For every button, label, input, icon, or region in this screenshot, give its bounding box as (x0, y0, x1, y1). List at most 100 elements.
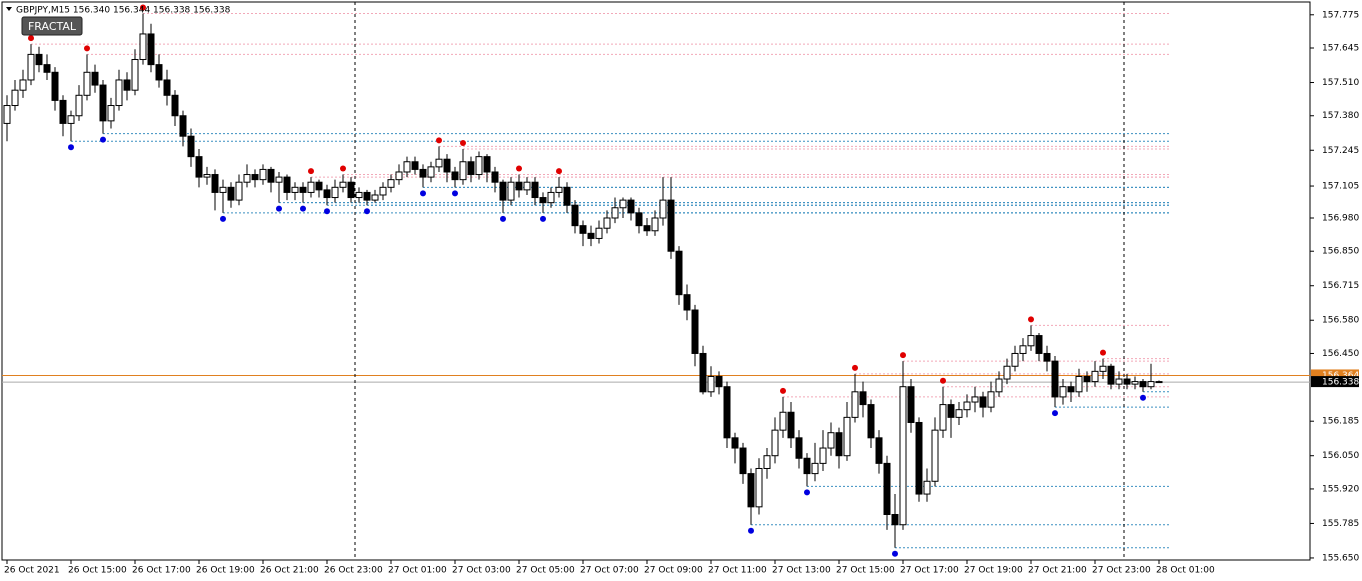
fractal-up (460, 139, 466, 146)
indicator-label[interactable]: FRACTAL (28, 20, 77, 33)
x-tick-label: 27 Oct 21:00 (1028, 566, 1087, 576)
candle-body (179, 115, 187, 137)
ask-label: 156.364 (1322, 371, 1359, 381)
y-tick-label: 156.050 (1322, 451, 1359, 461)
candle-body (963, 401, 971, 411)
fractal-up (28, 35, 34, 42)
candle-body (699, 352, 707, 393)
candle-body (1131, 381, 1139, 385)
candle-body (667, 199, 675, 252)
candle-body (955, 409, 963, 418)
candle-body (355, 191, 363, 199)
candle-body (651, 217, 659, 232)
candle-body (1051, 360, 1059, 398)
x-tick-label: 27 Oct 11:00 (708, 566, 767, 576)
candle-body (459, 161, 467, 181)
candle-body (307, 181, 315, 193)
candle-body (235, 181, 243, 201)
candle-body (1067, 386, 1075, 393)
candle-body (923, 480, 931, 495)
candle-body (83, 71, 91, 96)
fractal-down (500, 215, 506, 222)
candle-body (59, 99, 67, 124)
candle-body (1019, 345, 1027, 354)
indicator-button[interactable] (21, 16, 83, 36)
candle-body (1155, 381, 1163, 384)
x-tick-label: 27 Oct 01:00 (388, 566, 447, 576)
candle-body (1035, 335, 1043, 354)
candle-body (891, 514, 899, 526)
candle-body (315, 181, 323, 191)
fractal-down (100, 136, 106, 143)
candle-body (627, 199, 635, 214)
candle-body (883, 462, 891, 516)
candle-body (3, 105, 11, 124)
candle-body (595, 227, 603, 239)
x-tick-label: 26 Oct 15:00 (68, 566, 127, 576)
fractal-down (892, 550, 898, 557)
candle-body (531, 181, 539, 199)
candle-body (75, 94, 83, 117)
candle-body (715, 375, 723, 388)
x-tick-label: 26 Oct 21:00 (260, 566, 319, 576)
fractal-down (300, 205, 306, 212)
ask-tag (1311, 369, 1359, 381)
candle-body (571, 204, 579, 227)
fractal-up (940, 377, 946, 384)
candle-body (547, 191, 555, 204)
candle-body (931, 429, 939, 482)
candle-body (907, 386, 915, 423)
candle-body (1075, 375, 1083, 393)
candle-body (971, 396, 979, 403)
candle-body (899, 386, 907, 526)
candle-body (43, 64, 51, 73)
fractal-up (84, 45, 90, 52)
x-tick-label: 27 Oct 09:00 (644, 566, 703, 576)
candle-body (411, 161, 419, 170)
x-tick-label: 26 Oct 17:00 (132, 566, 191, 576)
candle-body (1003, 365, 1011, 380)
candle-body (91, 71, 99, 86)
candle-body (387, 179, 395, 188)
candle-body (211, 174, 219, 193)
candle-body (259, 168, 267, 181)
candle-body (291, 186, 299, 193)
candle-body (915, 421, 923, 495)
candle-body (395, 171, 403, 181)
candle-body (795, 437, 803, 459)
candle-body (451, 171, 459, 181)
candle-body (563, 186, 571, 206)
candle-body (267, 168, 275, 183)
plot-layer (2, 4, 1310, 557)
candle-body (499, 181, 507, 201)
candle-body (675, 250, 683, 296)
x-tick-label: 26 Oct 19:00 (196, 566, 255, 576)
bid-label: 156.338 (1322, 378, 1359, 388)
candle-body (331, 186, 339, 199)
y-tick-label: 155.650 (1322, 553, 1359, 563)
candle-body (467, 161, 475, 176)
y-tick-label: 157.645 (1322, 44, 1359, 54)
candle-body (835, 432, 843, 457)
candle-body (747, 473, 755, 508)
candle-body (635, 212, 643, 227)
candle-body (507, 181, 515, 201)
candle-body (1011, 352, 1019, 367)
candle-body (227, 186, 235, 201)
menu-arrow[interactable] (6, 7, 12, 11)
candle-body (1059, 386, 1067, 398)
candle-body (787, 411, 795, 439)
candle-body (419, 168, 427, 178)
candle-body (1091, 370, 1099, 383)
fractal-up (780, 387, 786, 394)
candle-body (251, 174, 259, 181)
candle-body (403, 161, 411, 173)
candle-body (243, 174, 251, 183)
candle-body (1147, 381, 1155, 388)
candle-body (379, 186, 387, 196)
candle-body (1139, 381, 1147, 388)
candle-body (947, 404, 955, 418)
fractal-down (804, 489, 810, 496)
candle-body (67, 115, 75, 124)
candle-body (603, 217, 611, 229)
